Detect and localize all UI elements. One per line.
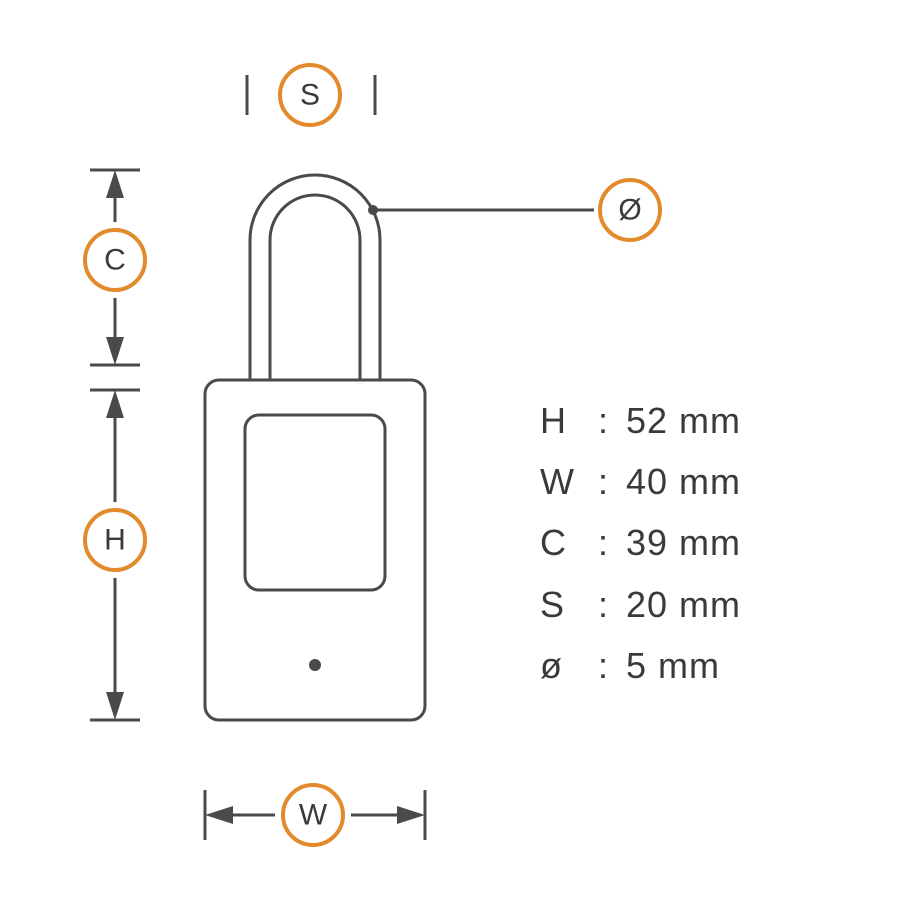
w-arrow-right (397, 806, 425, 824)
spec-value: 52 mm (626, 390, 741, 451)
colon-icon: : (598, 512, 626, 573)
c-arrow-top (106, 170, 124, 198)
spec-value: 5 mm (626, 635, 720, 696)
badge-d-letter: Ø (618, 194, 641, 227)
spec-row-d: ø : 5 mm (540, 635, 741, 696)
badge-s-letter: S (300, 79, 320, 112)
colon-icon: : (598, 635, 626, 696)
spec-row-w: W : 40 mm (540, 451, 741, 512)
spec-key: S (540, 574, 598, 635)
spec-key: W (540, 451, 598, 512)
spec-table: H : 52 mm W : 40 mm C : 39 mm S : 20 mm … (540, 390, 741, 696)
h-arrow-bot (106, 692, 124, 720)
spec-row-h: H : 52 mm (540, 390, 741, 451)
colon-icon: : (598, 390, 626, 451)
padlock-diagram-svg: S C H W Ø (0, 0, 900, 900)
spec-value: 39 mm (626, 512, 741, 573)
spec-key: ø (540, 635, 598, 696)
spec-value: 20 mm (626, 574, 741, 635)
spec-row-s: S : 20 mm (540, 574, 741, 635)
c-arrow-bot (106, 337, 124, 365)
keyhole (309, 659, 321, 671)
h-arrow-top (106, 390, 124, 418)
shackle-inner (270, 195, 360, 380)
badge-h-letter: H (104, 524, 126, 557)
spec-value: 40 mm (626, 451, 741, 512)
colon-icon: : (598, 574, 626, 635)
spec-key: C (540, 512, 598, 573)
spec-row-c: C : 39 mm (540, 512, 741, 573)
badge-w-letter: W (299, 799, 328, 832)
w-arrow-left (205, 806, 233, 824)
spec-key: H (540, 390, 598, 451)
badge-c-letter: C (104, 244, 126, 277)
colon-icon: : (598, 451, 626, 512)
diagram-canvas: S C H W Ø H : 52 mm W : 40 mm C : 39 mm … (0, 0, 900, 900)
